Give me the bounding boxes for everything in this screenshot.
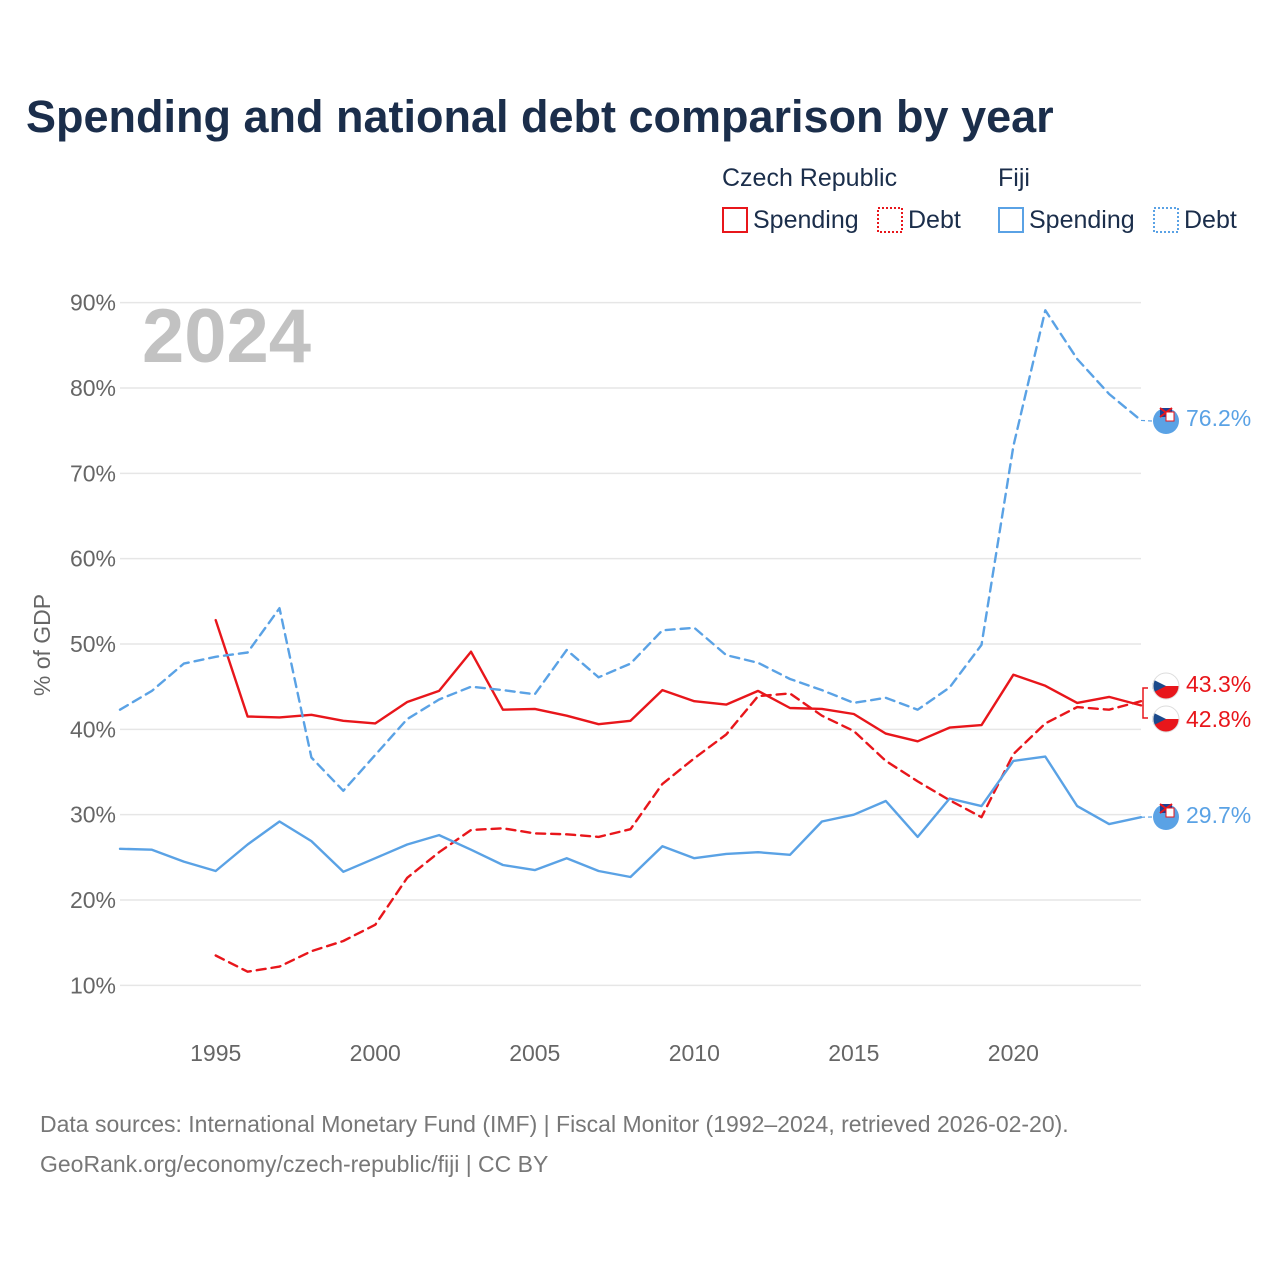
end-label-fiji-debt-value: 76.2% (1186, 405, 1251, 431)
czech-label-bracket (1142, 687, 1148, 719)
legend: Czech Republic Fiji Spending Debt Spendi… (722, 164, 1237, 234)
end-label-czech-spending: 42.8% (1152, 705, 1251, 733)
legend-fiji-debt-swatch (1153, 207, 1179, 233)
x-tick-label: 2015 (828, 1040, 879, 1066)
x-axis-ticks: 1995 2000 2005 2010 2015 2020 (190, 1040, 1039, 1066)
series-line-czech-republic-debt (214, 692, 1143, 973)
y-tick-label: 50% (70, 631, 116, 657)
y-axis-label: % of GDP (29, 594, 55, 696)
end-label-fiji-spending-value: 29.7% (1186, 802, 1251, 828)
source-line-2: GeoRank.org/economy/czech-republic/fiji … (40, 1151, 548, 1177)
year-watermark: 2024 (142, 294, 311, 379)
end-label-connector (1140, 419, 1153, 422)
series-line-fiji-debt (118, 309, 1143, 792)
legend-fiji-spending-swatch (998, 207, 1024, 233)
legend-fiji-spending-label: Spending (1029, 206, 1135, 234)
y-tick-label: 10% (70, 972, 116, 998)
source-line-1: Data sources: International Monetary Fun… (40, 1111, 1069, 1137)
fiji-flag-icon (1153, 407, 1179, 434)
y-tick-label: 60% (70, 546, 116, 572)
legend-czech-spending-label: Spending (753, 206, 859, 234)
czech-flag-icon (1152, 672, 1180, 700)
y-axis-ticks: 10% 20% 30% 40% 50% 60% 70% 80% 90% (70, 290, 116, 999)
end-label-fiji-debt: 76.2% (1153, 405, 1251, 434)
y-tick-label: 70% (70, 460, 116, 486)
legend-fiji-debt-label: Debt (1184, 206, 1237, 234)
series-lines (118, 309, 1153, 973)
x-tick-label: 2005 (509, 1040, 560, 1066)
end-label-czech-debt-value: 43.3% (1186, 671, 1251, 697)
chart-title: Spending and national debt comparison by… (26, 91, 1054, 142)
y-tick-label: 40% (70, 716, 116, 742)
x-tick-label: 2020 (988, 1040, 1039, 1066)
czech-flag-icon (1152, 705, 1180, 733)
x-tick-label: 1995 (190, 1040, 241, 1066)
fiji-flag-icon (1153, 803, 1179, 830)
legend-czech-debt-swatch (877, 207, 903, 233)
legend-czech-spending-swatch (722, 207, 748, 233)
series-line-czech-republic-spending (214, 618, 1143, 743)
x-tick-label: 2010 (669, 1040, 720, 1066)
end-label-czech-spending-value: 42.8% (1186, 706, 1251, 732)
legend-group-czech: Czech Republic (722, 164, 897, 192)
legend-group-fiji: Fiji (998, 164, 1030, 192)
y-tick-label: 80% (70, 375, 116, 401)
gridlines (120, 301, 1141, 987)
y-tick-label: 90% (70, 290, 116, 316)
y-tick-label: 20% (70, 887, 116, 913)
legend-czech-debt-label: Debt (908, 206, 961, 234)
x-tick-label: 2000 (350, 1040, 401, 1066)
end-label-czech-debt: 43.3% (1152, 671, 1251, 700)
series-line-fiji-spending (118, 755, 1143, 879)
end-label-fiji-spending: 29.7% (1153, 802, 1251, 830)
y-tick-label: 30% (70, 802, 116, 828)
